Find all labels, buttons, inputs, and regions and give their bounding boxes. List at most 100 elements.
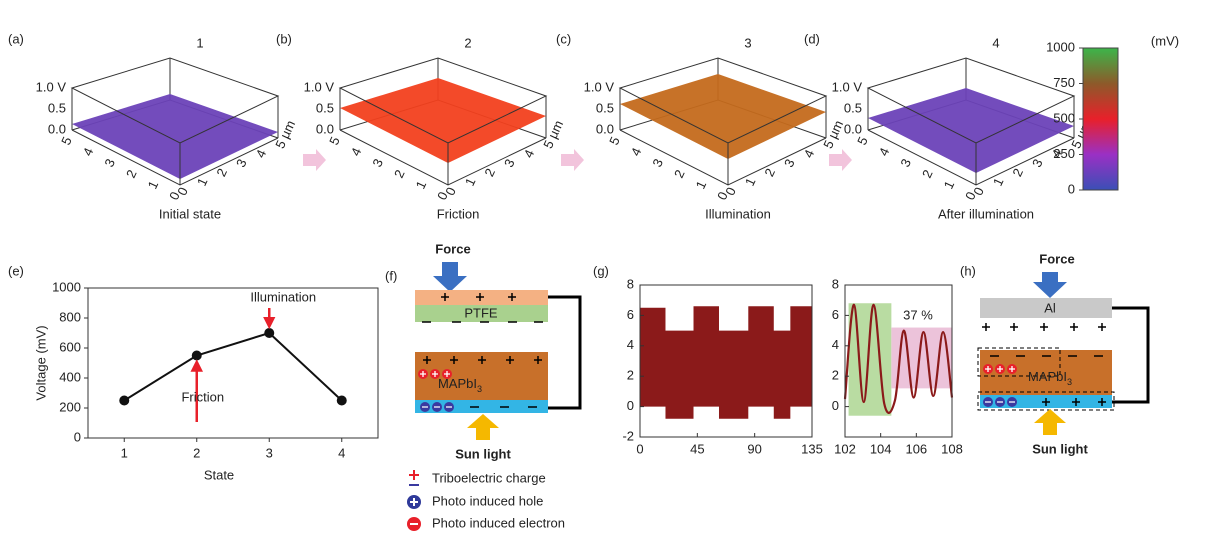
depth-tick-label: 1: [941, 178, 958, 191]
width-tick-label: 2: [761, 166, 778, 179]
y-tick-label: 4: [627, 337, 634, 352]
z-tick-label: 0.0: [316, 121, 334, 136]
x-tick-label: 90: [747, 441, 761, 456]
light-arrow: [467, 414, 499, 440]
light-arrow: [1034, 409, 1066, 435]
z-tick-label: 0.5: [316, 100, 334, 115]
force-arrow: [1033, 272, 1067, 298]
layer-label-base: MAPbI: [438, 376, 477, 391]
figure: (a)1Initial state0.00.51.0 V543210012345…: [0, 0, 1215, 535]
signal-band: [640, 306, 812, 418]
force-label: Force: [1039, 251, 1074, 266]
panel-letter: (f): [385, 268, 397, 283]
depth-tick-label: 1: [145, 178, 162, 191]
colorbar-unit: (mV): [1151, 33, 1179, 48]
light-label: Sun light: [455, 446, 511, 461]
data-line: [124, 333, 342, 401]
y-tick-label: 0: [74, 429, 81, 444]
wire: [548, 297, 580, 408]
panel-title: 1: [196, 35, 203, 50]
x-tick-label: 1: [121, 445, 128, 460]
y-tick-label: 0: [627, 398, 634, 413]
y-tick-label: 2: [627, 368, 634, 383]
step-arrow: [303, 149, 326, 171]
width-tick-label: 3: [501, 157, 518, 170]
width-tick-label: 3: [233, 157, 250, 170]
layer-label-base: MAPbI: [1028, 369, 1067, 384]
depth-tick-label: 3: [897, 156, 914, 169]
y-tick-label: 200: [59, 399, 81, 414]
panel-caption: After illumination: [938, 206, 1034, 221]
step-arrow: [829, 149, 852, 171]
layer-label: PTFE: [464, 305, 498, 320]
depth-tick-label: 5: [606, 134, 623, 147]
page: { "panels": [ {"label": "(a)", "title": …: [0, 0, 1215, 535]
depth-tick-label: 3: [101, 156, 118, 169]
z-tick-label: 0.5: [596, 100, 614, 115]
width-tick-label: 2: [213, 166, 230, 179]
potential-surface: [340, 78, 546, 163]
z-tick-label: 0.0: [844, 121, 862, 136]
y-tick-label: 800: [59, 309, 81, 324]
panel-letter: (b): [276, 31, 292, 46]
width-tick-label: 2: [481, 166, 498, 179]
depth-tick-label: 2: [391, 167, 408, 180]
width-tick-label: 3: [781, 157, 798, 170]
width-tick-label: 2: [1009, 166, 1026, 179]
schematic-h: [978, 272, 1148, 435]
depth-tick-label: 4: [80, 145, 97, 158]
x-tick-label: 45: [690, 441, 704, 456]
x-tick-label: 108: [941, 441, 963, 456]
layer-label: Al: [1044, 300, 1056, 315]
layer-label-sub: 3: [477, 384, 482, 394]
data-point: [119, 396, 129, 406]
legend-label: Photo induced electron: [432, 515, 565, 530]
width-tick-label: 4: [801, 147, 818, 160]
panel-letter: (e): [8, 263, 24, 278]
y-tick-label: -2: [622, 428, 634, 443]
depth-tick-label: 3: [649, 156, 666, 169]
z-tick-label: 1.0 V: [36, 79, 67, 94]
depth-tick-label: 5: [854, 134, 871, 147]
depth-tick-label: 2: [919, 167, 936, 180]
annotation: 37 %: [903, 307, 933, 322]
depth-tick-label: 1: [693, 178, 710, 191]
z-tick-label: 0.5: [844, 100, 862, 115]
y-tick-label: 1000: [52, 279, 81, 294]
x-axis-title: State: [204, 467, 234, 482]
annotation: Friction: [181, 389, 224, 404]
colorbar-tick-label: 750: [1053, 75, 1075, 90]
depth-tick-label: 5: [326, 134, 343, 147]
panel-letter: (a): [8, 31, 24, 46]
width-tick-label: 5 µm: [820, 118, 846, 151]
z-tick-label: 1.0 V: [832, 79, 863, 94]
colorbar-tick-label: 500: [1053, 110, 1075, 125]
y-tick-label: 6: [832, 307, 839, 322]
wire: [1112, 308, 1148, 402]
panel-letter: (g): [593, 263, 609, 278]
width-tick-label: 5 µm: [540, 118, 566, 151]
depth-tick-label: 4: [628, 145, 645, 158]
x-tick-label: 3: [266, 445, 273, 460]
colorbar-tick-label: 1000: [1046, 39, 1075, 54]
panel-title: 2: [464, 35, 471, 50]
plot-frame: [88, 288, 378, 438]
y-tick-label: 400: [59, 369, 81, 384]
depth-tick-label: 1: [413, 178, 430, 191]
width-tick-label: 1: [194, 175, 211, 188]
panel-caption: Initial state: [159, 206, 221, 221]
depth-tick-label: 2: [123, 167, 140, 180]
panel-caption: Friction: [437, 206, 480, 221]
light-label: Sun light: [1032, 441, 1088, 456]
width-tick-label: 4: [521, 147, 538, 160]
schematic-f: [415, 262, 580, 440]
colorbar-tick-label: 250: [1053, 146, 1075, 161]
width-tick-label: 1: [990, 175, 1007, 188]
x-tick-label: 102: [834, 441, 856, 456]
force-arrow: [433, 262, 467, 292]
panel-letter: (d): [804, 31, 820, 46]
colorbar-tick-label: 0: [1068, 181, 1075, 196]
y-axis-title: Voltage (mV): [33, 325, 48, 400]
z-tick-label: 1.0 V: [304, 79, 335, 94]
y-tick-label: 2: [832, 368, 839, 383]
